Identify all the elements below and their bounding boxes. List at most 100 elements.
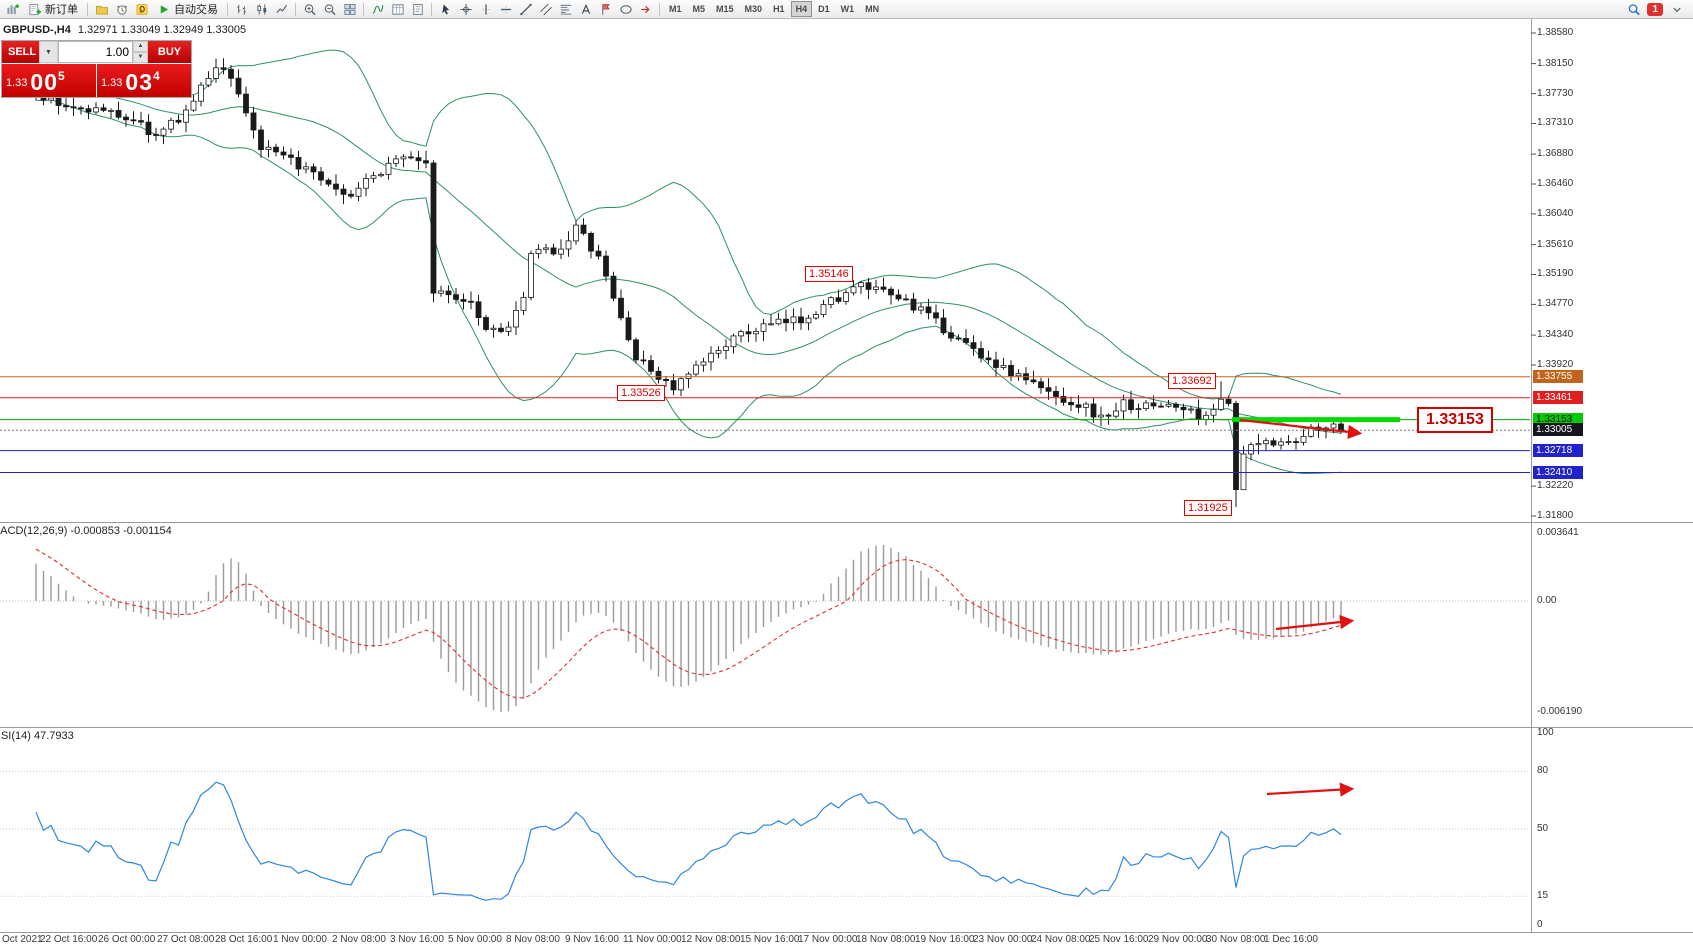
step-up-icon[interactable]: ▲: [133, 41, 148, 52]
text-icon[interactable]: [576, 1, 595, 17]
ohlc-values: 1.32971 1.33049 1.32949 1.33005: [77, 24, 247, 36]
equidistant-channel-icon[interactable]: [536, 1, 555, 17]
trade-prices-row: 1.33 00 5 1.33 03 4: [2, 63, 191, 97]
templates-icon[interactable]: [408, 1, 427, 17]
buy-price-big: 03: [125, 69, 154, 95]
trade-controls-row: SELL ▼ ▲▼ BUY: [2, 41, 191, 63]
time-axis-label: 19 Nov 16:00: [915, 934, 975, 945]
price-axis-badge: 1.33755: [1533, 370, 1583, 383]
time-axis-label: Oct 2021: [2, 934, 43, 945]
notification-badge[interactable]: 1: [1647, 2, 1663, 16]
horizontal-line-icon[interactable]: [496, 1, 515, 17]
time-axis-label: 26 Oct 00:00: [98, 934, 156, 945]
price-flag-label[interactable]: 1.31925: [1184, 500, 1232, 516]
zoom-in-icon[interactable]: [300, 1, 319, 17]
price-flag-label[interactable]: 1.33692: [1168, 373, 1216, 389]
buy-price[interactable]: 1.33 03 4: [96, 64, 191, 97]
trendline-icon[interactable]: [516, 1, 535, 17]
order-mode-dropdown[interactable]: ▼: [39, 41, 58, 63]
zoom-out-icon[interactable]: [320, 1, 339, 17]
auto-trading-button[interactable]: 自动交易: [152, 1, 223, 17]
new-order-button[interactable]: 新订单: [23, 1, 83, 17]
rsi-axis-label: 100: [1537, 727, 1554, 738]
timeframe-m1-button[interactable]: M1: [669, 4, 682, 14]
toolbar-separator: [87, 2, 88, 16]
price-flag-label[interactable]: 1.33526: [617, 385, 665, 401]
metaeditor-icon[interactable]: [132, 1, 151, 17]
macd-axis-label: 0.00: [1537, 595, 1557, 606]
timeframe-w1-button[interactable]: W1: [840, 4, 855, 14]
price-callout-label[interactable]: 1.33153: [1417, 407, 1493, 433]
timeframe-m5-button[interactable]: M5: [692, 4, 706, 14]
macd-axis-label: 0.003641: [1537, 527, 1579, 538]
toolbar-left-group: 新订单 自动交易 M1 M5 M15 M30 H1 H4 D1 W1 MN: [3, 1, 884, 17]
toolbar: 新订单 自动交易 M1 M5 M15 M30 H1 H4 D1 W1 MN 1: [0, 0, 1693, 19]
candlestick-series: [33, 58, 1344, 508]
new-order-button-label: 新订单: [45, 4, 78, 16]
chevron-down-icon[interactable]: [1667, 1, 1686, 17]
sell-price-prefix: 1.33: [6, 77, 28, 89]
search-icon[interactable]: [1624, 1, 1643, 17]
time-axis-label: 17 Nov 00:00: [798, 934, 858, 945]
timeframe-m15-button[interactable]: M15: [716, 4, 734, 14]
rsi-indicator-label: RSI(14) 47.7933: [0, 730, 74, 742]
annotation-arrows[interactable]: [1239, 418, 1363, 797]
time-axis-label: 11 Nov 00:00: [623, 934, 682, 945]
time-axis-label: 9 Nov 16:00: [565, 934, 619, 945]
auto-trading-button-label: 自动交易: [174, 4, 218, 16]
timeframe-mn-button[interactable]: MN: [865, 4, 880, 14]
candlestick-chart-icon[interactable]: [252, 1, 271, 17]
bar-chart-icon[interactable]: [232, 1, 251, 17]
buy-button[interactable]: BUY: [148, 41, 191, 63]
arrows-icon[interactable]: [636, 1, 655, 17]
price-axis-badge: 1.32718: [1533, 444, 1583, 457]
volume-input[interactable]: [58, 41, 133, 63]
shapes-icon[interactable]: [616, 1, 635, 17]
indicators-icon[interactable]: [368, 1, 387, 17]
price-flag-label[interactable]: 1.35146: [805, 266, 853, 282]
price-axis-label: 1.32220: [1537, 480, 1574, 491]
volume-stepper[interactable]: ▲ ▼: [133, 41, 148, 63]
panel-frames: [0, 18, 1693, 933]
rsi-plot: [0, 770, 1530, 901]
timeframe-h1-button[interactable]: H1: [773, 4, 785, 14]
price-axis-label: 1.36040: [1537, 208, 1574, 219]
macd-plot: [0, 545, 1530, 712]
price-axis-label: 1.38150: [1537, 58, 1574, 69]
time-axis-label: 28 Oct 16:00: [215, 934, 273, 945]
profiles-icon[interactable]: [92, 1, 111, 17]
price-axis-label: 1.35610: [1537, 239, 1574, 250]
vertical-line-icon[interactable]: [476, 1, 495, 17]
sell-price[interactable]: 1.33 00 5: [2, 64, 96, 97]
timeframe-m30-button[interactable]: M30: [744, 4, 763, 14]
time-axis-label: 25 Nov 16:00: [1089, 934, 1149, 945]
line-chart-icon[interactable]: [272, 1, 291, 17]
time-axis-label: 18 Nov 08:00: [856, 934, 916, 945]
crosshair-icon[interactable]: [456, 1, 475, 17]
time-axis-label: 2 Nov 08:00: [332, 934, 386, 945]
buy-price-prefix: 1.33: [101, 77, 123, 89]
timeframe-d1-button[interactable]: D1: [818, 4, 830, 14]
toolbar-separator: [295, 2, 296, 16]
price-axis-badge: 1.33005: [1533, 423, 1583, 436]
new-chart-icon[interactable]: [3, 1, 22, 17]
rsi-axis-label: 80: [1537, 765, 1549, 776]
cursor-icon[interactable]: [436, 1, 455, 17]
alerts-icon[interactable]: [112, 1, 131, 17]
periods-icon[interactable]: [388, 1, 407, 17]
step-down-icon[interactable]: ▼: [133, 52, 148, 63]
price-axis-badge: 1.32410: [1533, 466, 1583, 479]
toolbar-separator: [363, 2, 364, 16]
sell-button[interactable]: SELL: [2, 41, 39, 63]
chevron-down-icon: ▼: [45, 48, 52, 56]
label-icon[interactable]: [596, 1, 615, 17]
time-axis-label: 22 Oct 16:00: [40, 934, 98, 945]
horizontal-level-lines[interactable]: [0, 376, 1530, 473]
time-axis-label: 27 Oct 08:00: [157, 934, 215, 945]
fibonacci-icon[interactable]: [556, 1, 575, 17]
price-axis-label: 1.38580: [1537, 27, 1574, 38]
time-axis-label: 5 Nov 00:00: [448, 934, 502, 945]
tile-windows-icon[interactable]: [340, 1, 359, 17]
timeframe-h4-button[interactable]: H4: [790, 1, 813, 17]
